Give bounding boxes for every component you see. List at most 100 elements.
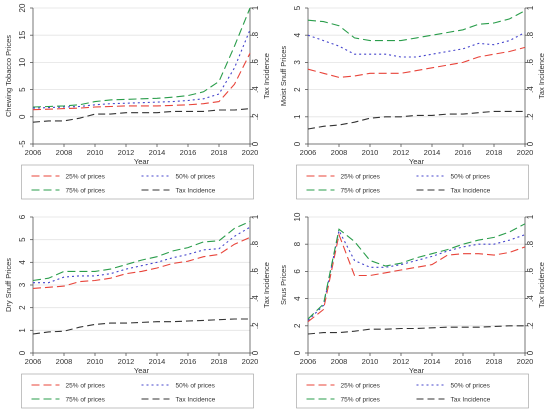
chart-svg: -5 0 5 10 15 20 0 .2 .4 .6 .8 1 2006 2008 2010 2012 2014… [4,3,271,200]
y2-tick-label: .4 [251,86,260,93]
x-axis-title: Year [134,157,150,166]
y-tick-label: 0 [293,141,302,146]
y2-tick-label: .8 [251,31,260,38]
legend-label: Tax Incidence [176,397,216,404]
y2-tick-label: 0 [251,350,260,355]
y2-axis-title: Tax Incidence [262,53,271,99]
series-line-2 [307,10,526,42]
y-tick-label: 4 [18,260,27,265]
legend-box [296,373,529,409]
y2-tick-label: .6 [526,59,535,66]
x-tick-label: 2016 [455,148,472,157]
y-tick-label: 5 [293,5,302,10]
y2-axis-title: Tax Incidence [537,262,546,308]
x-tick-label: 2020 [517,148,534,157]
y-tick-label: 6 [293,269,302,274]
y2-tick-label: 1 [251,5,260,10]
chart-svg: 0 2 4 6 8 10 0 .2 .4 .6 .8 1 2006 2008 2010 2012 2014 201… [279,212,546,409]
y-tick-label: 8 [293,241,302,246]
y2-tick-label: .4 [526,295,535,302]
y-tick-label: 4 [293,32,302,37]
series-line-0 [32,52,251,111]
y2-tick-label: .4 [526,86,535,93]
x-tick-label: 2018 [486,357,503,366]
series-line-3 [32,108,251,123]
x-tick-label: 2014 [424,148,441,157]
x-tick-label: 2012 [393,357,410,366]
legend-label: 75% of prices [66,397,106,404]
plot-area [308,8,525,144]
y-tick-label: 2 [293,323,302,328]
legend-label: 75% of prices [66,188,106,195]
legend-box [21,164,254,200]
y-axis-title: Chewing Tobacco Prices [4,35,13,117]
series-line-3 [32,318,250,335]
series-line-2 [32,220,251,282]
y2-tick-label: .2 [526,322,535,329]
x-tick-label: 2014 [149,357,166,366]
legend-label: 50% of prices [176,383,216,390]
legend-box [296,164,529,200]
legend-label: Tax Incidence [451,188,491,195]
x-tick-label: 2006 [300,148,317,157]
x-tick-label: 2008 [331,357,348,366]
y2-tick-label: 0 [526,141,535,146]
legend-label: 25% of prices [341,174,381,181]
x-axis-title: Year [134,366,150,375]
legend-label: 25% of prices [66,174,106,181]
moist-snuff-chart: 0 1 2 3 4 5 0 .2 .4 .6 .8 1 2006 2008 2010 2012 2014 2016… [275,0,550,208]
y2-axis-title: Tax Incidence [537,53,546,99]
series-line-2 [32,7,251,108]
y2-tick-label: .6 [251,268,260,275]
x-tick-label: 2012 [393,148,410,157]
y2-tick-label: 0 [251,141,260,146]
x-tick-label: 2020 [242,148,259,157]
y-tick-label: 0 [18,114,27,119]
plot-area [33,8,250,144]
x-tick-label: 2010 [362,357,379,366]
y-tick-label: 3 [18,282,27,287]
x-tick-label: 2010 [87,148,104,157]
x-tick-label: 2008 [56,148,73,157]
y-tick-label: 10 [293,212,302,221]
series-line-0 [32,236,251,289]
y-tick-label: 0 [293,350,302,355]
x-tick-label: 2006 [25,357,42,366]
dry-snuff-chart: 0 1 2 3 4 5 6 0 .2 .4 .6 .8 1 2006 2008 2010 2012 2014 201… [0,209,275,417]
series-line-0 [307,232,526,323]
y2-axis-title: Tax Incidence [262,262,271,308]
plot-area [308,217,525,353]
y-axis-title: Moist Snuff Prices [279,46,288,107]
y2-tick-label: .2 [251,113,260,120]
x-tick-label: 2016 [180,148,197,157]
y-tick-label: 0 [18,350,27,355]
y2-tick-label: .6 [251,59,260,66]
legend-label: 75% of prices [341,397,381,404]
series-line-1 [307,32,526,58]
legend-label: 25% of prices [341,383,381,390]
legend-label: 50% of prices [451,174,491,181]
snus-chart: 0 2 4 6 8 10 0 .2 .4 .6 .8 1 2006 2008 2010 2012 2014 201… [275,209,550,417]
x-tick-label: 2020 [242,357,259,366]
y-tick-label: 15 [18,30,27,39]
y-tick-label: 5 [18,87,27,92]
x-tick-label: 2008 [331,148,348,157]
x-tick-label: 2006 [25,148,42,157]
y2-tick-label: .6 [526,268,535,275]
series-line-1 [33,226,251,284]
y2-tick-label: .8 [526,31,535,38]
x-axis-title: Year [409,157,425,166]
y-tick-label: 20 [18,3,27,12]
series-line-0 [307,46,526,78]
x-tick-label: 2008 [56,357,73,366]
y-tick-label: 4 [293,296,302,301]
legend-label: 75% of prices [341,188,381,195]
y2-tick-label: .2 [526,113,535,120]
x-tick-label: 2010 [362,148,379,157]
y-axis-title: Snus Prices [279,265,288,305]
chart-svg: 0 1 2 3 4 5 0 .2 .4 .6 .8 1 2006 2008 2010 2012 2014 2016… [279,5,546,200]
x-tick-label: 2010 [87,357,104,366]
series-line-2 [307,223,526,320]
series-line-1 [307,228,526,321]
